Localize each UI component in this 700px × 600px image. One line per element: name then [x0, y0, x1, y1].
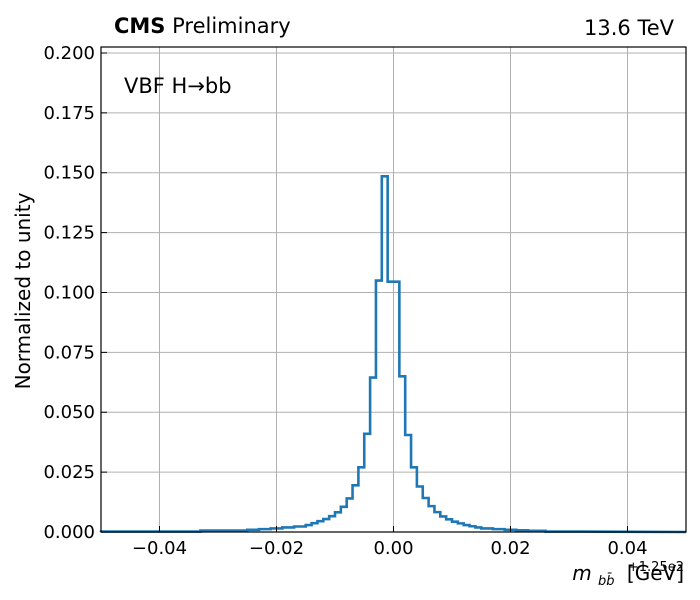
x-axis-label-symbol: m	[572, 561, 591, 585]
x-tick-label: 0.02	[490, 538, 530, 559]
x-tick-label: 0.04	[607, 538, 647, 559]
y-tick-label: 0.025	[43, 462, 95, 483]
x-tick-label: 0.00	[373, 538, 413, 559]
y-tick-label: 0.175	[43, 103, 95, 124]
y-axis-label: Normalized to unity	[11, 192, 35, 389]
y-axis: 0.000 0.025 0.050 0.075 0.100 0.125 0.150 0.175…	[43, 43, 107, 543]
y-tick-label: 0.150	[43, 163, 95, 184]
energy-label: 13.6 TeV	[584, 16, 675, 40]
x-tick-label: −0.04	[132, 538, 187, 559]
grid-lines	[101, 47, 686, 532]
status-label: Preliminary	[172, 14, 291, 38]
x-axis-offset-label: +1.25e2	[628, 560, 684, 575]
process-annotation: VBF H→bb	[124, 74, 232, 98]
y-tick-label: 0.000	[43, 522, 95, 543]
x-axis-label-subscript: bb̄	[598, 574, 615, 589]
experiment-label: CMS Preliminary	[114, 14, 291, 38]
y-tick-label: 0.100	[43, 282, 95, 303]
y-tick-label: 0.075	[43, 342, 95, 363]
y-tick-label: 0.200	[43, 43, 95, 64]
y-tick-label: 0.125	[43, 223, 95, 244]
y-tick-label: 0.050	[43, 402, 95, 423]
x-tick-label: −0.02	[249, 538, 304, 559]
experiment-name: CMS	[114, 14, 165, 38]
